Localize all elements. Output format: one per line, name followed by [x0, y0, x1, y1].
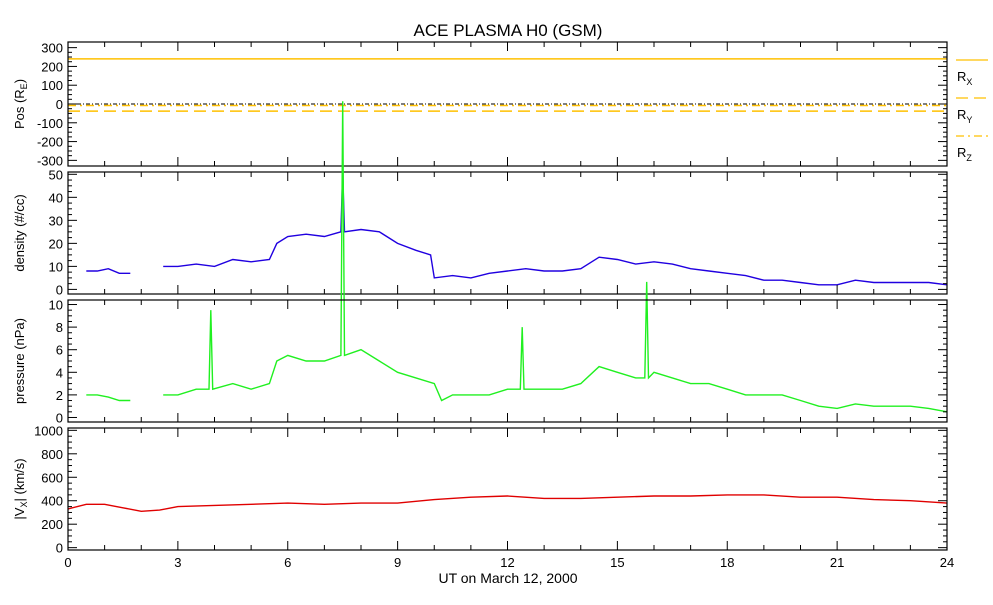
y-tick-label: 2 [56, 388, 63, 403]
x-tick-label: 15 [610, 555, 624, 570]
y-axis-label: |VX| (km/s) [12, 458, 29, 519]
panel-density: 50 40 30 20 10 0 density (#/cc) [12, 167, 948, 297]
y-axis-label: density (#/cc) [12, 194, 27, 271]
vx-series-line [67, 494, 948, 513]
x-tick-label: 9 [394, 555, 401, 570]
density-series-line [163, 171, 948, 286]
panel-vx: 1000 800 600 400 200 0 |VX| (km/s) [12, 423, 948, 556]
y-tick-label: 50 [49, 167, 63, 182]
y-tick-label: 40 [49, 190, 63, 205]
pressure-series-line [163, 101, 948, 413]
legend-label: RX [957, 69, 972, 87]
y-tick-label: 6 [56, 343, 63, 358]
y-tick-label: 300 [41, 41, 63, 56]
x-axis-label: UT on March 12, 2000 [438, 570, 577, 586]
panel-frame [67, 427, 948, 551]
y-tick-label: 4 [56, 365, 63, 380]
y-tick-label: 1000 [34, 423, 63, 438]
y-tick-label: 8 [56, 320, 63, 335]
legend-label: RZ [957, 145, 972, 163]
y-tick-label: 10 [49, 298, 63, 313]
panel-frame [67, 171, 948, 295]
x-tick-label: 0 [64, 555, 71, 570]
y-tick-label: 30 [49, 213, 63, 228]
y-tick-label: 20 [49, 236, 63, 251]
y-tick-label: 0 [56, 282, 63, 297]
pressure-series-line [86, 394, 131, 402]
y-axis-label: Pos (RE) [12, 79, 29, 129]
y-tick-label: 0 [56, 97, 63, 112]
density-series-line [86, 267, 131, 274]
x-tick-label: 24 [940, 555, 954, 570]
y-tick-label: -100 [37, 116, 63, 131]
x-tick-label: 3 [174, 555, 181, 570]
y-tick-label: 800 [41, 447, 63, 462]
y-tick-label: 200 [41, 517, 63, 532]
y-tick-label: 0 [56, 410, 63, 425]
y-tick-label: 200 [41, 59, 63, 74]
y-tick-label: 400 [41, 494, 63, 509]
y-axis-label: pressure (nPa) [12, 318, 27, 404]
y-tick-label: -200 [37, 135, 63, 150]
x-tick-label: 18 [720, 555, 734, 570]
chart-title: ACE PLASMA H0 (GSM) [414, 21, 603, 40]
x-tick-label: 6 [284, 555, 291, 570]
panel-frame [67, 299, 948, 423]
x-tick-label: 12 [500, 555, 514, 570]
y-tick-label: 0 [56, 541, 63, 556]
y-tick-label: -300 [37, 153, 63, 168]
y-tick-label: 100 [41, 78, 63, 93]
legend-label: RY [957, 107, 972, 125]
panel-pos: 300 200 100 0 -100 -200 -300 Pos (RE) RX RY RZ [12, 41, 988, 168]
y-tick-label: 600 [41, 470, 63, 485]
x-tick-label: 21 [830, 555, 844, 570]
y-tick-label: 10 [49, 259, 63, 274]
